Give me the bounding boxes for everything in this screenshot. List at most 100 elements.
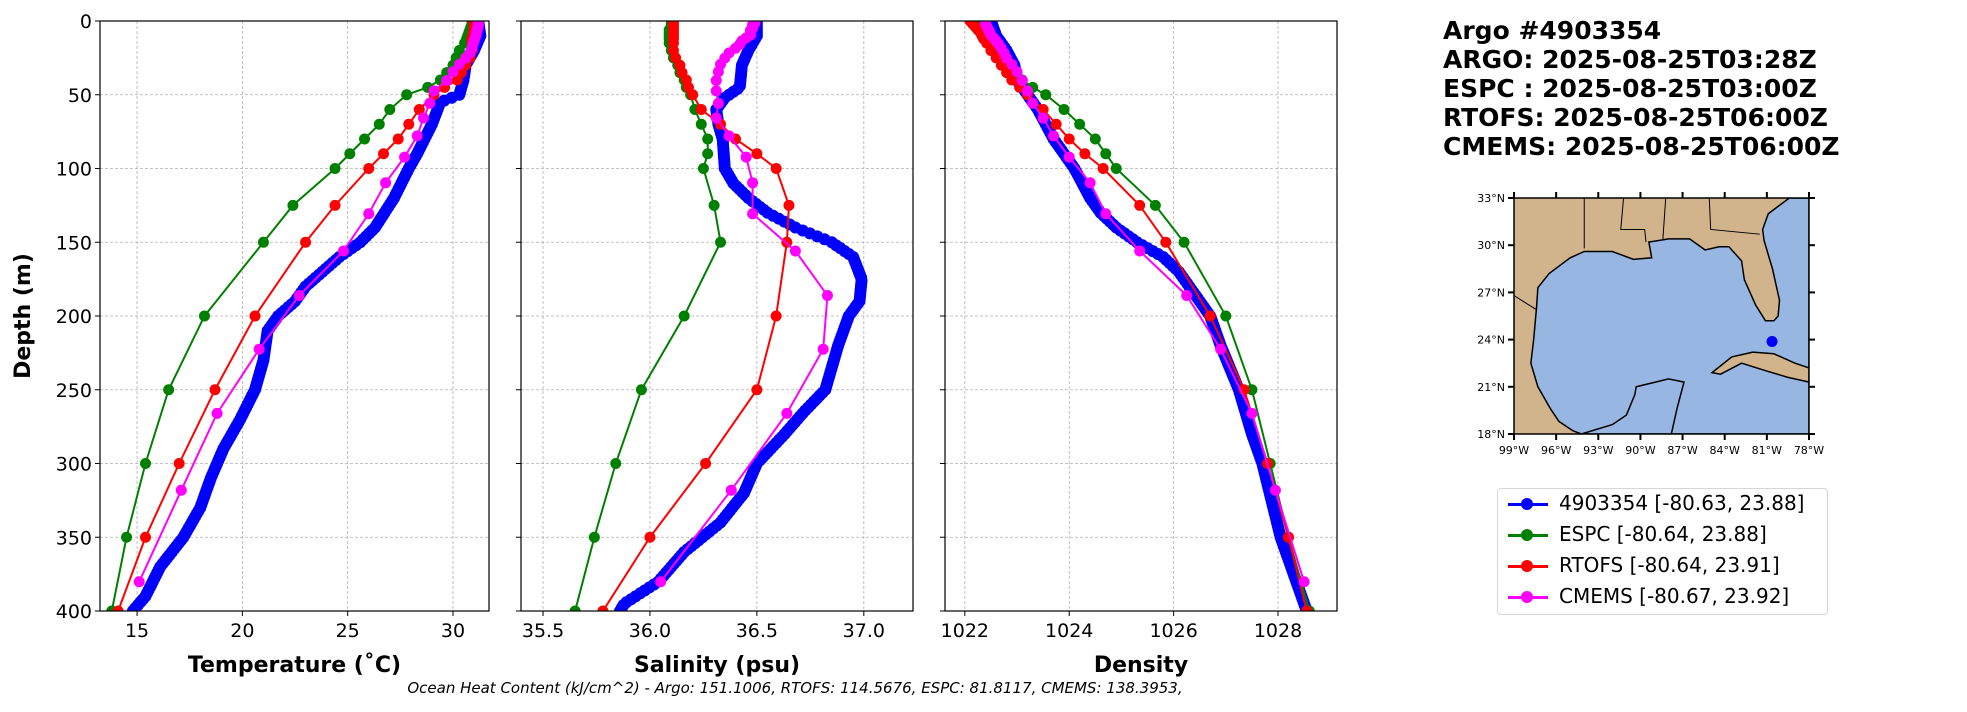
- data-point-ESPC: [702, 148, 714, 160]
- map-lon-label: 78°W: [1794, 444, 1824, 457]
- data-point-CMEMS: [1063, 151, 1075, 163]
- data-point-RTOFS: [687, 89, 699, 101]
- data-point-ESPC: [139, 458, 151, 469]
- state-border: [1620, 198, 1647, 243]
- x-tick-label: 37.0: [843, 620, 885, 642]
- panel-2: 35.5 36.0 36.5 37.0 Salinity (psu): [516, 20, 914, 678]
- map-lat-label: 21°N: [1477, 381, 1505, 394]
- data-point-RTOFS: [112, 605, 124, 611]
- series-group: [964, 21, 1315, 611]
- data-point-ESPC: [1100, 148, 1112, 160]
- data-point-CMEMS: [1100, 208, 1112, 220]
- data-point-CMEMS: [1215, 343, 1227, 355]
- legend-marker-icon: [1521, 529, 1533, 541]
- profile-title: Argo #4903354 ARGO: 2025-08-25T03:28Z ESPC…: [1443, 16, 1840, 161]
- data-point-CMEMS: [655, 576, 667, 588]
- data-point-ESPC: [1246, 384, 1258, 396]
- data-point-CMEMS: [710, 85, 722, 97]
- data-point-RTOFS: [300, 236, 312, 248]
- legend-item-rtofs: RTOFS [-80.64, 23.91]: [1498, 551, 1827, 581]
- data-point-CMEMS: [175, 484, 187, 496]
- map-frame: [1513, 197, 1810, 435]
- data-point-ESPC: [702, 133, 714, 145]
- data-point-CMEMS: [1037, 112, 1049, 124]
- data-point-CMEMS: [747, 208, 759, 220]
- legend-marker-icon: [1521, 591, 1533, 603]
- data-point-ESPC: [359, 133, 371, 145]
- map-lat-label: 27°N: [1477, 286, 1505, 299]
- data-point-CMEMS: [712, 97, 724, 109]
- data-point-CMEMS: [1181, 289, 1193, 301]
- data-point-ESPC: [715, 236, 727, 248]
- data-point-RTOFS: [1006, 74, 1018, 86]
- data-point-CMEMS: [447, 66, 459, 78]
- y-tick-label: 100: [56, 159, 92, 181]
- map-lon-label: 96°W: [1541, 444, 1571, 457]
- float-location-marker: [1766, 335, 1778, 347]
- data-point-ESPC: [588, 531, 600, 543]
- data-point-RTOFS: [403, 118, 415, 130]
- title-espc-time: ESPC : 2025-08-25T03:00Z: [1443, 74, 1817, 103]
- series-group: [569, 21, 868, 611]
- data-point-ESPC: [1178, 236, 1190, 248]
- data-point-CMEMS: [211, 407, 223, 419]
- data-point-ESPC: [257, 236, 269, 248]
- x-tick-label: 25: [336, 620, 360, 642]
- data-point-CMEMS: [453, 58, 465, 70]
- data-point-RTOFS: [751, 384, 763, 396]
- cuba-land: [1710, 351, 1809, 383]
- legend-label: RTOFS [-80.64, 23.91]: [1559, 553, 1780, 577]
- data-point-CMEMS: [723, 130, 735, 142]
- data-point-ESPC: [1220, 310, 1232, 322]
- data-point-CMEMS: [1246, 407, 1258, 419]
- data-point-RTOFS: [1050, 118, 1062, 130]
- y-axis-label: Depth (m): [11, 253, 36, 379]
- data-point-CMEMS: [1134, 245, 1146, 257]
- data-point-CMEMS: [725, 484, 737, 496]
- data-point-ESPC: [635, 384, 647, 396]
- data-point-ESPC: [1040, 89, 1052, 101]
- data-point-4903354: [126, 605, 139, 611]
- data-point-ESPC: [329, 163, 341, 174]
- data-point-RTOFS: [329, 199, 341, 211]
- data-point-CMEMS: [1048, 130, 1060, 142]
- data-point-CMEMS: [747, 177, 759, 189]
- legend-label: ESPC [-80.64, 23.88]: [1559, 522, 1767, 546]
- data-point-ESPC: [569, 605, 581, 611]
- data-point-CMEMS: [337, 245, 349, 257]
- data-point-RTOFS: [1079, 148, 1091, 160]
- data-point-RTOFS: [1097, 163, 1109, 174]
- x-tick-label: 20: [230, 620, 254, 642]
- x-tick-label: 30: [441, 620, 465, 642]
- data-point-RTOFS: [139, 531, 151, 543]
- data-point-CMEMS: [712, 66, 724, 78]
- axes-frame: [944, 20, 1338, 612]
- data-point-ESPC: [384, 104, 396, 115]
- data-point-ESPC: [373, 118, 385, 130]
- map-lat-label: 33°N: [1477, 192, 1505, 205]
- data-point-CMEMS: [441, 74, 453, 86]
- title-float-id: Argo #4903354: [1443, 16, 1662, 45]
- y-tick-label: 350: [56, 527, 92, 549]
- y-tick-label: 300: [56, 454, 92, 476]
- data-point-CMEMS: [253, 343, 265, 355]
- data-point-RTOFS: [377, 148, 389, 160]
- data-point-RTOFS: [783, 199, 795, 211]
- series-group: [106, 21, 487, 611]
- map-lon-label: 90°W: [1625, 444, 1655, 457]
- data-point-RTOFS: [249, 310, 261, 322]
- data-point-CMEMS: [817, 343, 829, 355]
- data-point-RTOFS: [173, 458, 185, 469]
- data-point-CMEMS: [710, 112, 722, 124]
- data-point-RTOFS: [209, 384, 221, 396]
- data-point-CMEMS: [411, 130, 423, 142]
- data-point-CMEMS: [363, 208, 375, 220]
- map-lon-label: 84°W: [1710, 444, 1740, 457]
- map-lon-label: 99°W: [1499, 444, 1529, 457]
- data-point-CMEMS: [1084, 177, 1096, 189]
- x-tick-label: 36.5: [736, 620, 778, 642]
- map-lon-label: 81°W: [1752, 444, 1782, 457]
- data-point-ESPC: [344, 148, 356, 160]
- data-point-CMEMS: [380, 177, 392, 189]
- legend: 4903354 [-80.63, 23.88] ESPC [-80.64, 23…: [1497, 488, 1828, 615]
